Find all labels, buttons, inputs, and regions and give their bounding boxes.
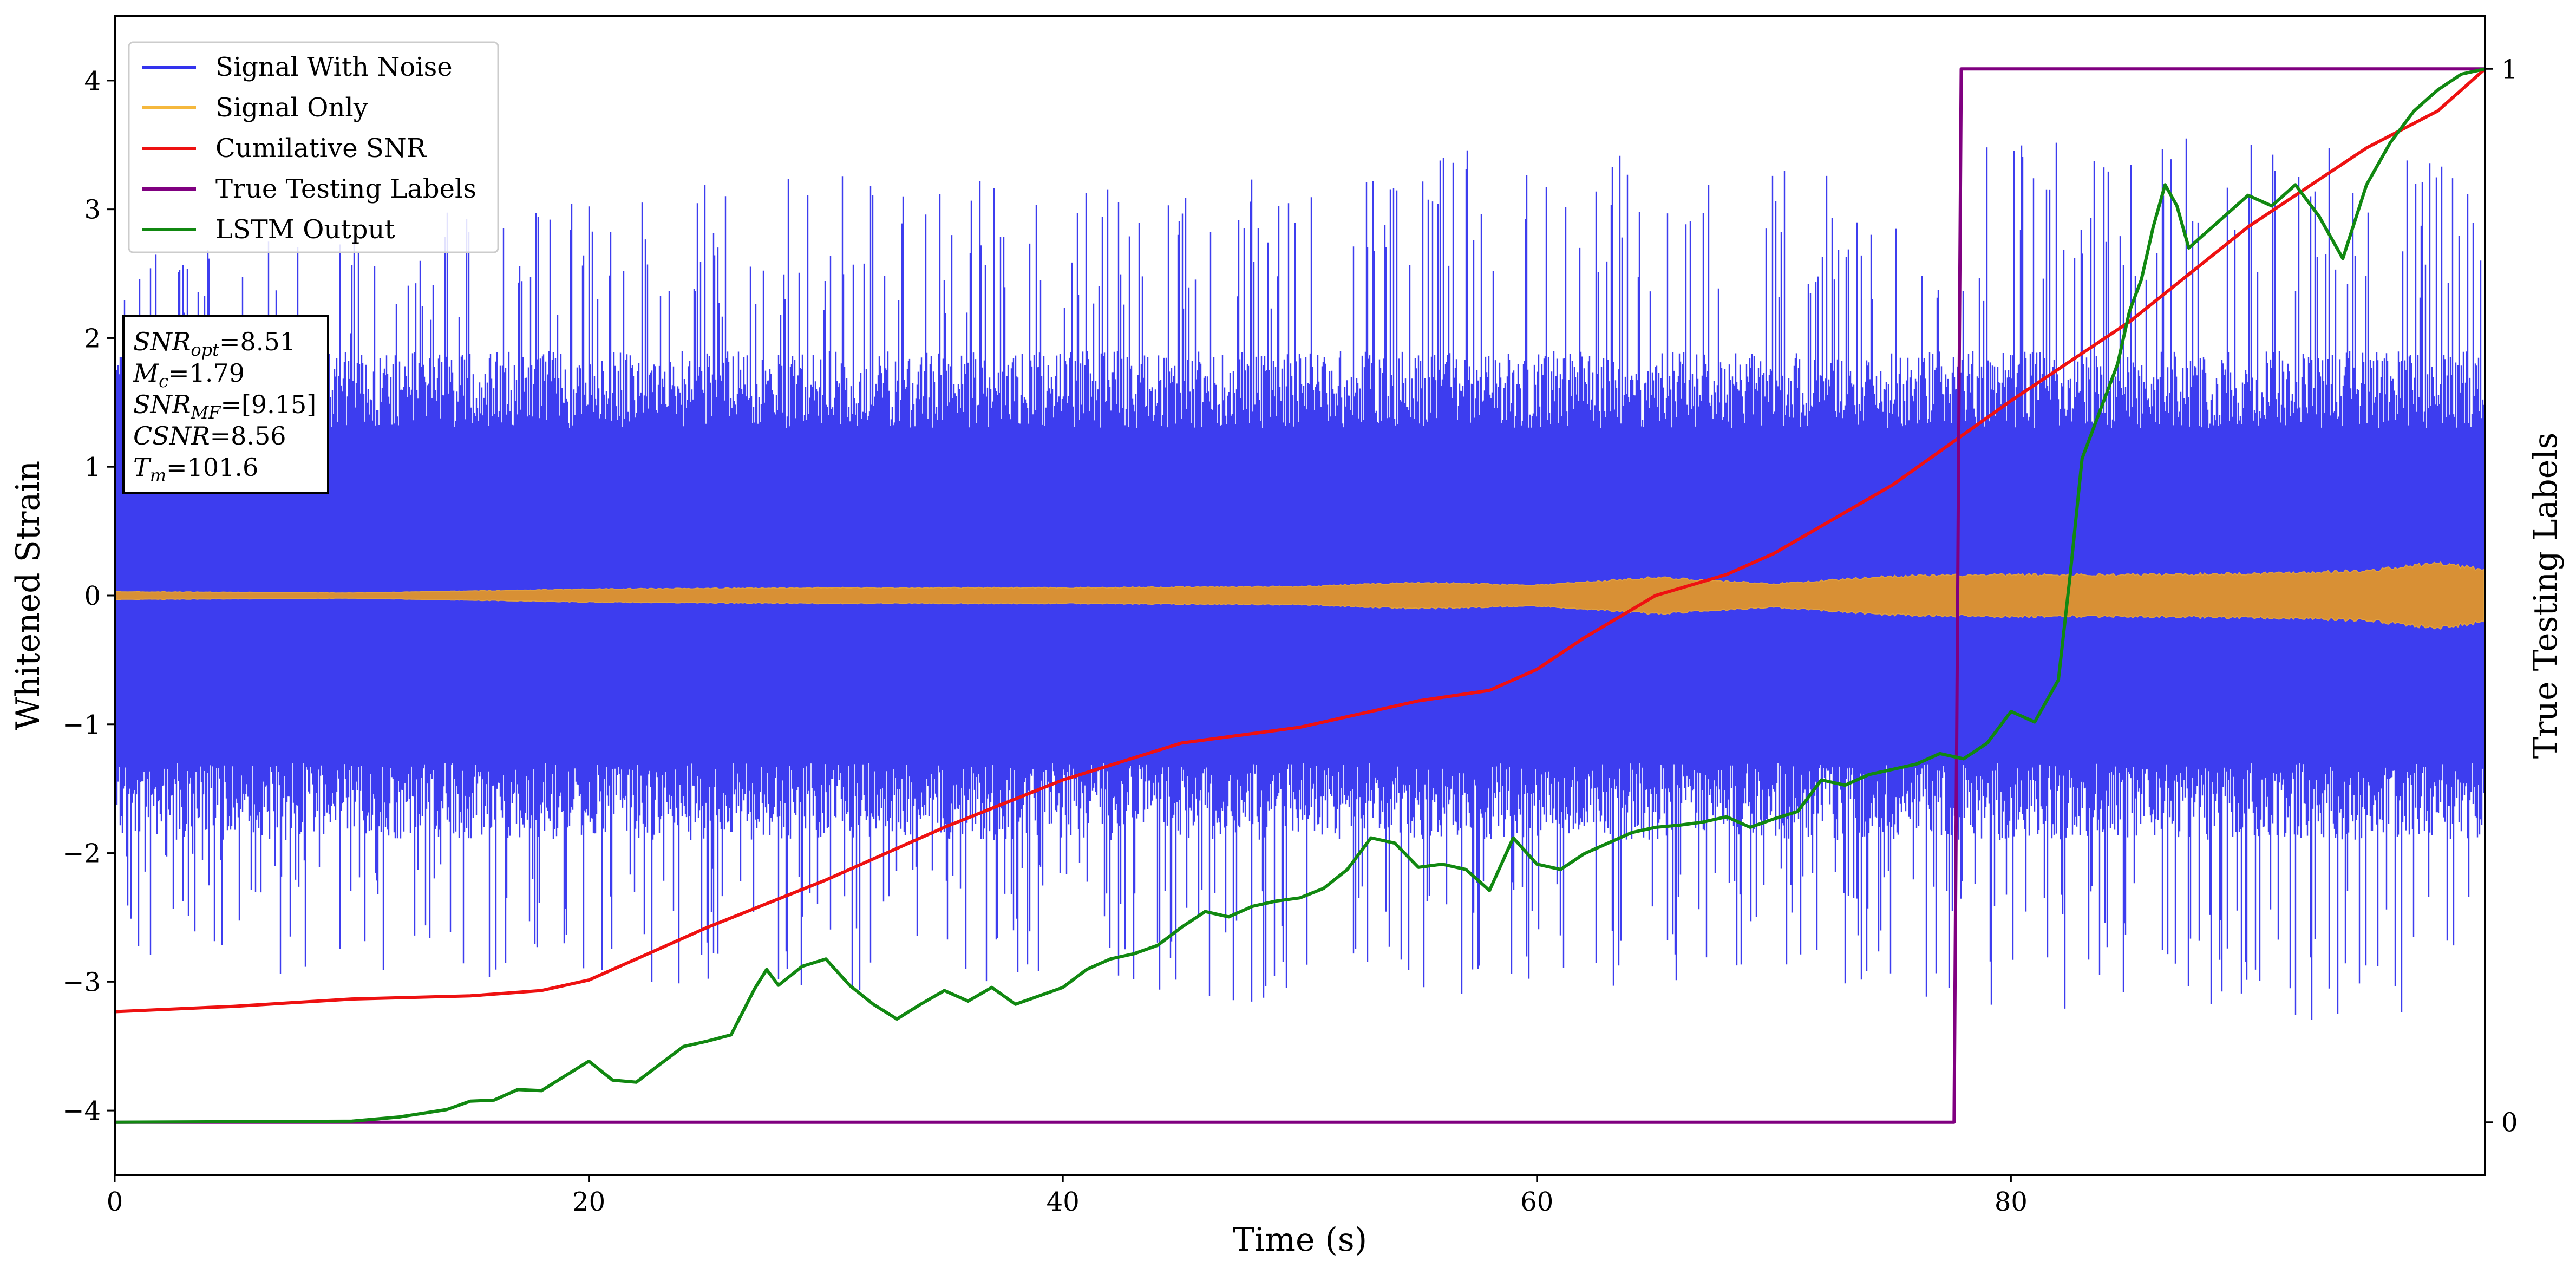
true-testing-labels-line bbox=[115, 67, 2485, 1124]
info-line: Tm=101.6 bbox=[133, 453, 258, 486]
y-tick-label: 1 bbox=[84, 452, 101, 482]
y-axis-title: Whitened Strain bbox=[9, 461, 47, 730]
cumilative-snr-line bbox=[114, 68, 2486, 1014]
y-tick-label: −2 bbox=[62, 839, 101, 869]
info-box-frame bbox=[122, 315, 329, 494]
y-tick-label: 2 bbox=[84, 323, 101, 354]
legend-label: Signal Only bbox=[215, 93, 368, 123]
legend-label: Signal With Noise bbox=[215, 52, 453, 82]
y-tick-label: −1 bbox=[62, 710, 101, 740]
y-tick-label: 4 bbox=[84, 66, 101, 96]
x-tick-label: 40 bbox=[1047, 1187, 1080, 1217]
info-line: SNRopt=8.51 bbox=[133, 327, 296, 360]
y-tick-label: −3 bbox=[62, 967, 101, 997]
y2-axis-title: True Testing Labels bbox=[2527, 433, 2565, 759]
x-axis-title: Time (s) bbox=[1233, 1221, 1367, 1259]
info-line: CSNR=8.56 bbox=[133, 421, 286, 450]
y2-tick-label: 1 bbox=[2501, 54, 2518, 84]
y-tick-label: 0 bbox=[84, 581, 101, 611]
lstm-output-line bbox=[114, 67, 2486, 1124]
info-line: Mc=1.79 bbox=[133, 358, 245, 391]
y-tick-label: 3 bbox=[84, 195, 101, 225]
y2-tick-label: 0 bbox=[2501, 1108, 2518, 1138]
x-tick-label: 0 bbox=[107, 1187, 123, 1217]
legend-label: True Testing Labels bbox=[215, 174, 476, 204]
x-tick-label: 80 bbox=[1995, 1187, 2028, 1217]
legend-box bbox=[128, 41, 499, 253]
x-tick-label: 20 bbox=[572, 1187, 605, 1217]
legend: Signal With Noise Signal Only Cumilative S… bbox=[128, 41, 499, 253]
legend-label: Cumilative SNR bbox=[215, 133, 427, 164]
y-tick-label: −4 bbox=[62, 1096, 101, 1126]
legend-label: LSTM Output bbox=[215, 214, 395, 245]
x-tick-label: 60 bbox=[1520, 1187, 1553, 1217]
info-line: SNRMF=[9.15] bbox=[133, 390, 316, 423]
